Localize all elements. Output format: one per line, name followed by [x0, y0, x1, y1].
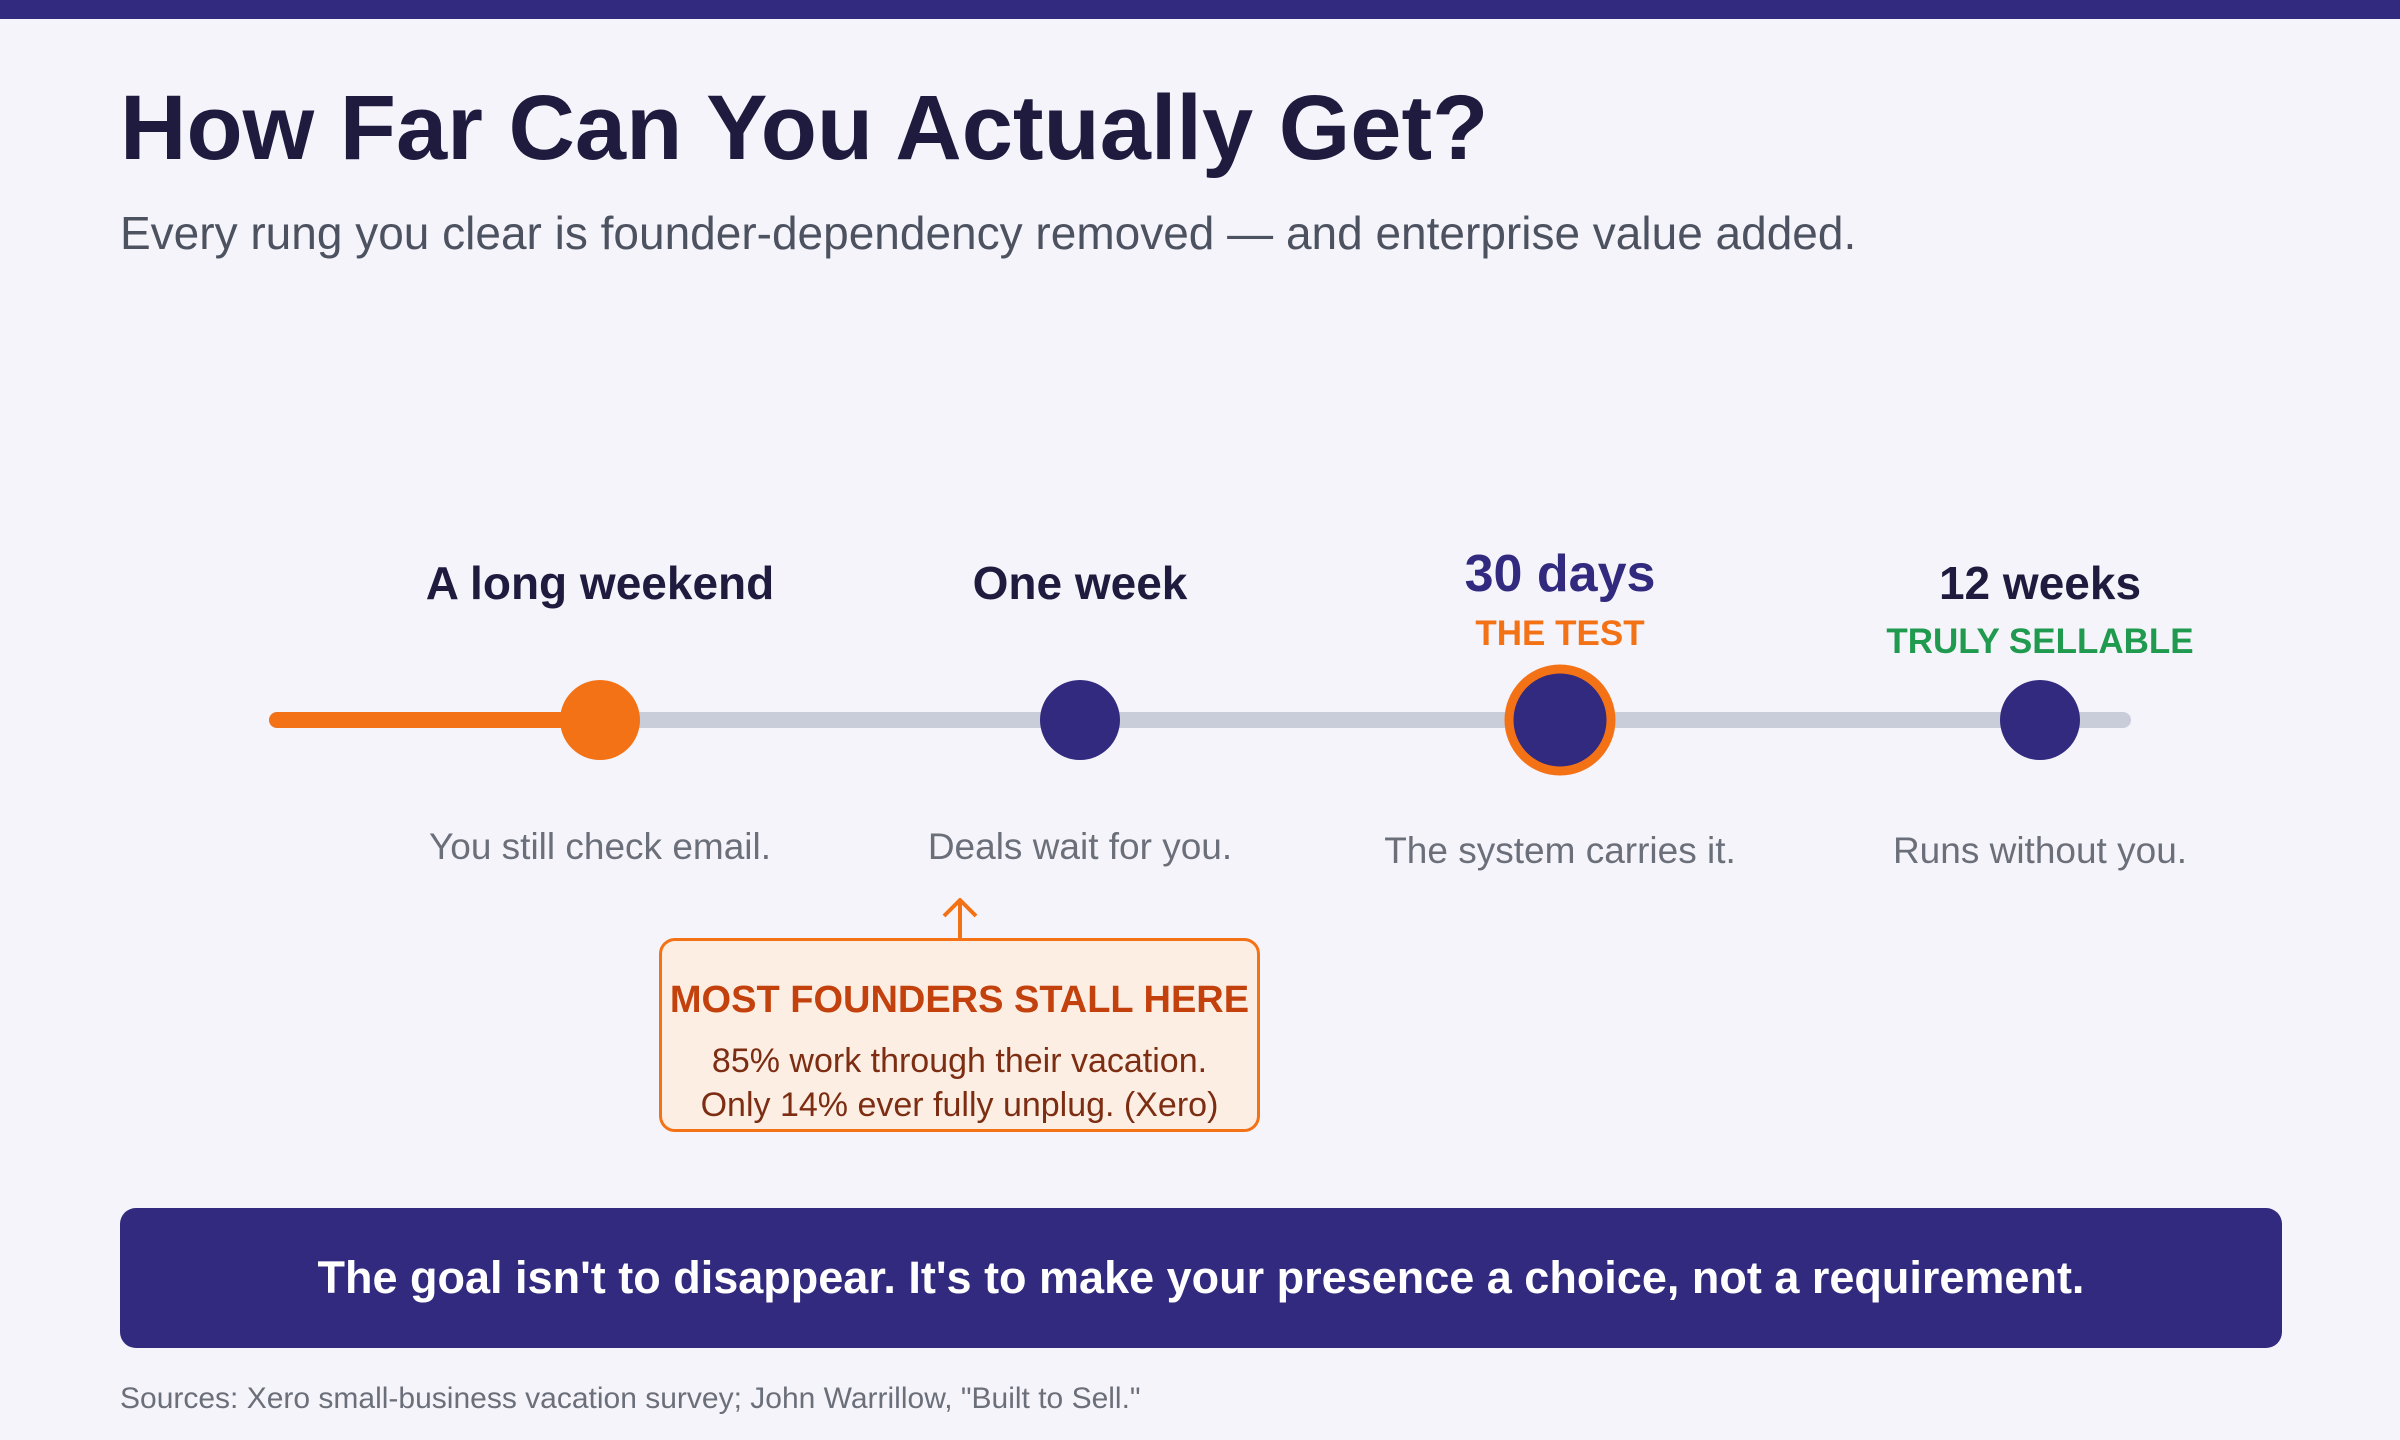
page-subtitle: Every rung you clear is founder-dependen… — [120, 207, 1857, 259]
page-title: How Far Can You Actually Get? — [120, 77, 1489, 179]
callout-heading: MOST FOUNDERS STALL HERE — [669, 979, 1250, 1021]
callout-line-2: Only 14% ever fully unplug. (Xero) — [700, 1086, 1219, 1124]
milestone-node-long-weekend — [560, 680, 640, 760]
milestone-label-12-weeks: 12 weeks — [1938, 557, 2142, 609]
callout-line-1: 85% work through their vacation. — [711, 1042, 1208, 1080]
milestone-tag-the-test: THE TEST — [1475, 614, 1645, 653]
milestone-node-30-days — [1504, 664, 1616, 776]
milestone-node-one-week — [1040, 680, 1120, 760]
banner-text: The goal isn't to disappear. It's to mak… — [317, 1252, 2085, 1303]
milestone-desc-long-weekend: You still check email. — [428, 826, 772, 867]
milestone-tag-truly-sellable: TRULY SELLABLE — [1886, 622, 2194, 661]
callout-arrow-icon — [942, 898, 978, 938]
milestone-desc-one-week: Deals wait for you. — [927, 826, 1233, 867]
goal-banner: The goal isn't to disappear. It's to mak… — [120, 1208, 2282, 1348]
milestone-desc-30-days: The system carries it. — [1384, 830, 1736, 871]
milestone-label-30-days: 30 days — [1464, 545, 1656, 603]
top-accent-bar — [0, 0, 2400, 19]
milestone-desc-12-weeks: Runs without you. — [1892, 830, 2188, 871]
stall-callout: MOST FOUNDERS STALL HERE 85% work throug… — [659, 938, 1260, 1132]
milestone-node-12-weeks — [2000, 680, 2080, 760]
milestone-label-long-weekend: A long weekend — [425, 557, 775, 609]
sources-footnote: Sources: Xero small-business vacation su… — [120, 1382, 1141, 1415]
milestone-label-one-week: One week — [972, 557, 1188, 609]
